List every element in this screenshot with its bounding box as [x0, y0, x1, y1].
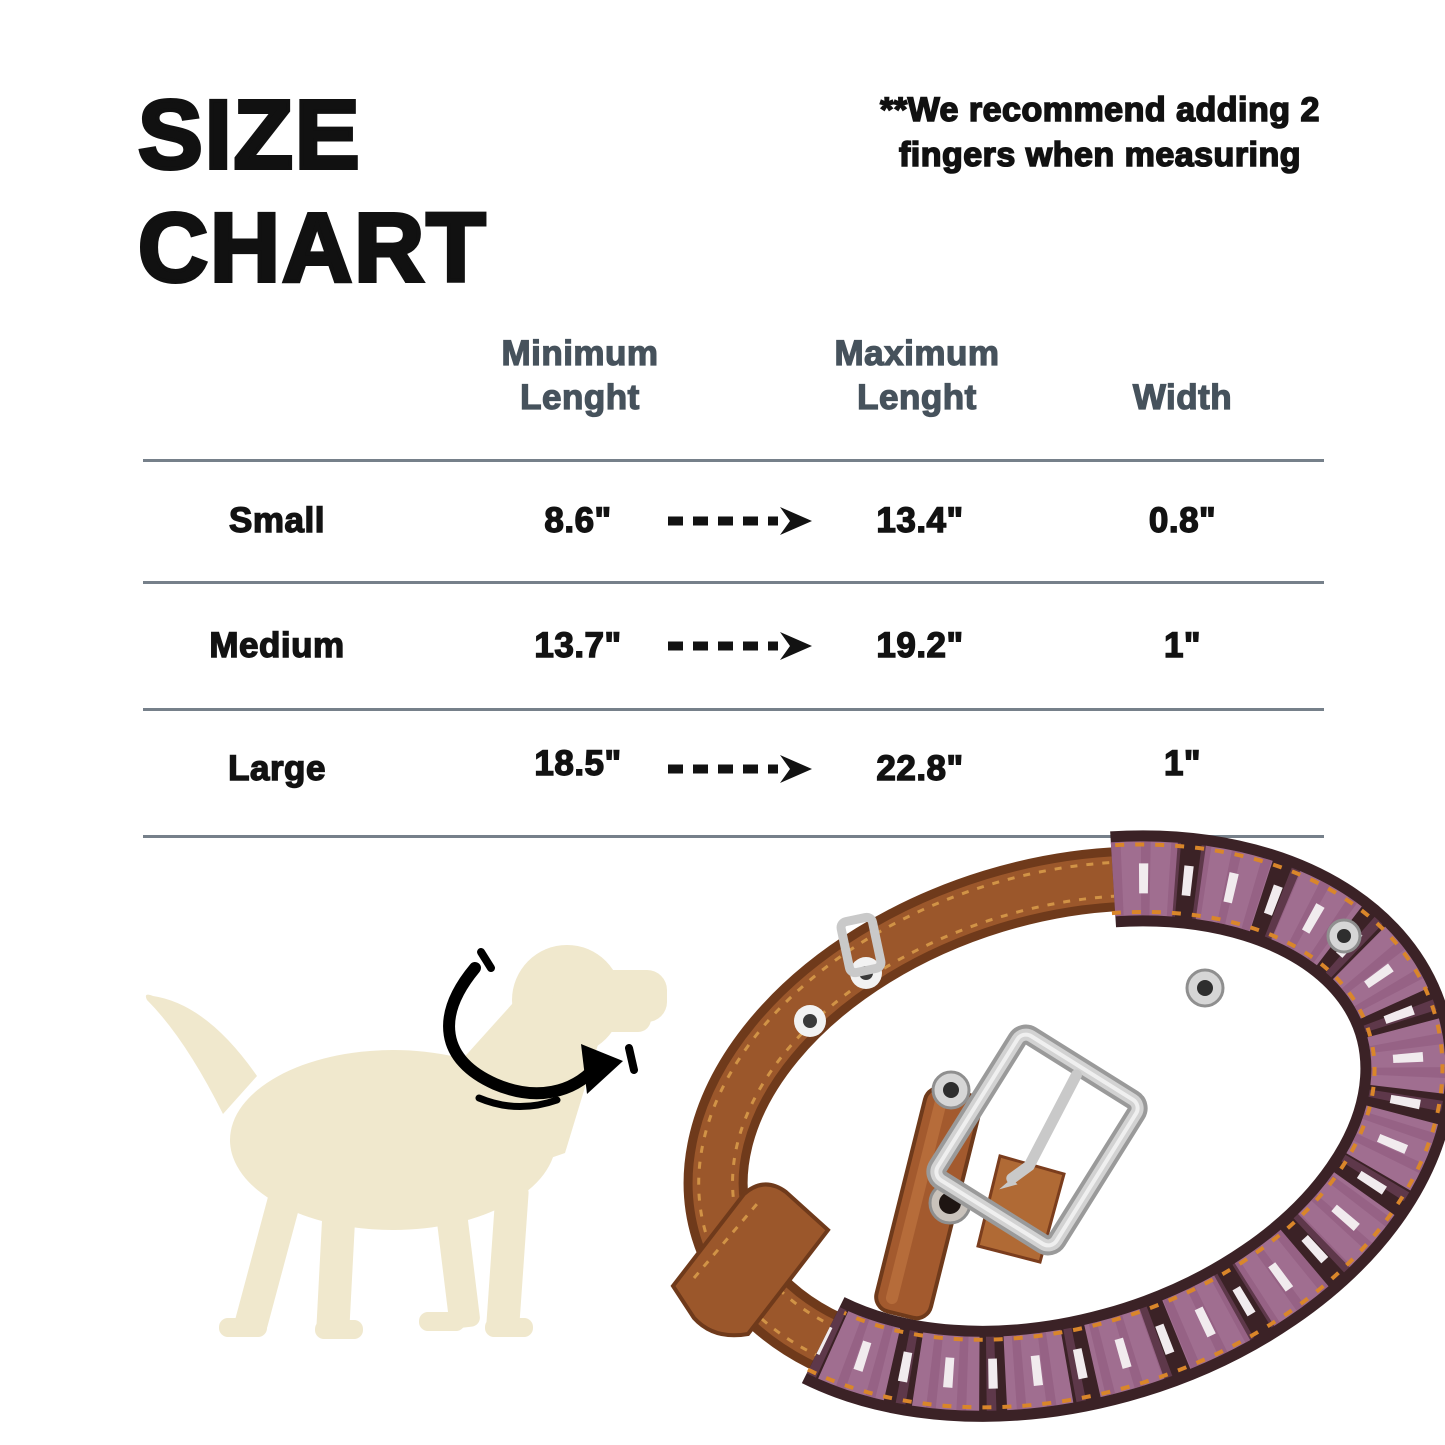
table-rule-2: [143, 581, 1324, 584]
row-max-length: 19.2": [876, 625, 964, 665]
row-size-label: Large: [227, 748, 326, 788]
measuring-note-line2: fingers when measuring: [898, 135, 1302, 175]
range-arrow-icon: [660, 622, 820, 670]
column-header-width: Width: [1132, 377, 1233, 417]
row-max-length: 13.4": [876, 500, 964, 540]
collar-photo: [632, 826, 1445, 1445]
table-rule-3: [143, 708, 1324, 711]
measuring-note: **We recommend adding 2 fingers when mea…: [800, 88, 1400, 178]
row-min-length: 18.5": [534, 743, 622, 783]
range-arrow-icon: [660, 745, 820, 793]
range-arrow-icon: [660, 497, 820, 545]
column-header-maximum-length: Maximum Lenght: [834, 333, 1000, 417]
page-title: SIZE CHART: [136, 78, 488, 304]
dog-silhouette: [135, 888, 700, 1363]
row-size-label: Medium: [209, 625, 345, 665]
row-max-length: 22.8": [876, 748, 964, 788]
column-header-minimum-length: Minimum Lenght: [501, 333, 659, 417]
row-min-length: 13.7": [534, 625, 622, 665]
table-rule-4: [143, 835, 1324, 838]
table-rule-1: [143, 459, 1324, 462]
neck-measure-arrow-icon: [415, 946, 655, 1136]
page-title-line1: SIZE: [136, 78, 362, 191]
measuring-note-line1: **We recommend adding 2: [879, 90, 1320, 130]
row-width: 0.8": [1148, 500, 1217, 540]
page-title-line2: CHART: [136, 191, 488, 304]
row-min-length: 8.6": [544, 500, 612, 540]
row-width: 1": [1163, 625, 1202, 665]
row-size-label: Small: [228, 500, 325, 540]
row-width: 1": [1163, 743, 1202, 783]
